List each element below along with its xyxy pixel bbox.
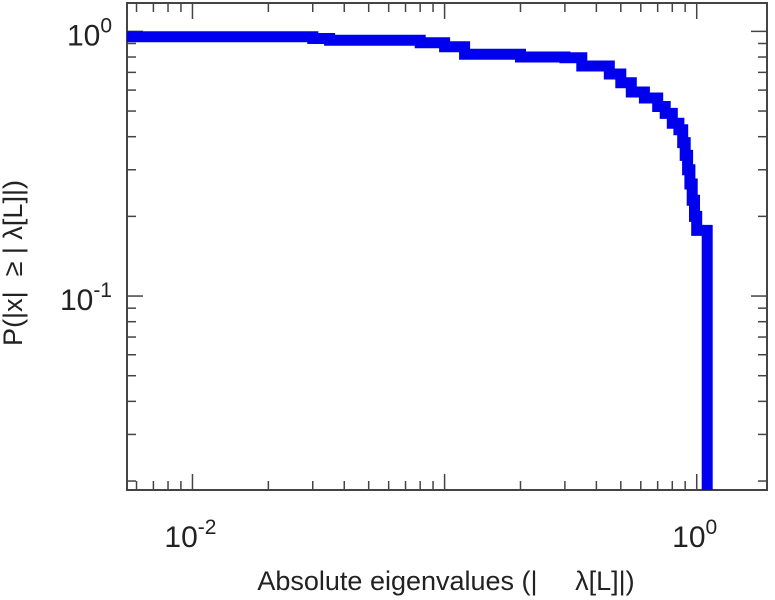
y-tick-label: 10-1 <box>60 279 112 317</box>
axis-ticks <box>127 3 767 490</box>
x-tick-label-exponent: -2 <box>198 516 217 539</box>
y-tick-label-exponent: -1 <box>93 279 112 302</box>
series-line <box>127 31 713 490</box>
y-tick-label-base: 10 <box>67 19 100 52</box>
x-tick-label-base: 10 <box>672 521 705 554</box>
x-tick-label-base: 10 <box>164 521 197 554</box>
x-tick-label: 10-2 <box>164 516 216 554</box>
y-tick-label: 100 <box>67 14 112 52</box>
x-tick-label-exponent: 0 <box>706 516 718 539</box>
plot-frame <box>126 2 768 491</box>
x-axis-label: Absolute eigenvalues (| λ[L]|) <box>257 566 634 596</box>
y-tick-label-exponent: 0 <box>100 14 112 37</box>
y-axis-label: P(|x| ≥ | λ[L]|) <box>0 180 28 346</box>
x-tick-label: 100 <box>672 516 717 554</box>
y-tick-label-base: 10 <box>60 284 93 317</box>
